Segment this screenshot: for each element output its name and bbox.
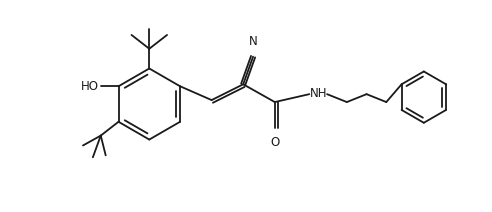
Text: O: O (270, 136, 279, 149)
Text: NH: NH (310, 87, 328, 100)
Text: N: N (249, 35, 257, 48)
Text: HO: HO (81, 80, 99, 93)
